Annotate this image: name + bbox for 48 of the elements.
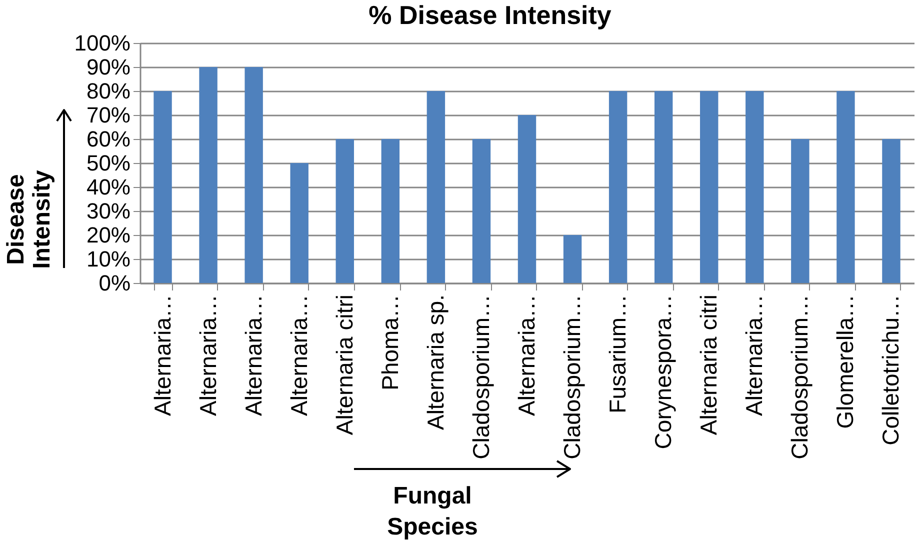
- x-tick-label: Alternaria…: [149, 294, 176, 416]
- x-tick-label: Fusarium…: [604, 294, 631, 414]
- x-tick-label: Corynespora…: [650, 294, 676, 450]
- bar: [700, 91, 718, 283]
- chart-title: % Disease Intensity: [368, 0, 612, 30]
- bar: [882, 139, 900, 283]
- x-tick-label: Colletotrichu…: [878, 294, 904, 446]
- bar: [791, 139, 810, 283]
- y-tick-label: 50%: [86, 150, 130, 176]
- y-tick-label: 80%: [86, 78, 130, 104]
- x-tick-label: Cladosporium…: [468, 294, 494, 460]
- bar: [518, 115, 536, 283]
- y-tick-label: 100%: [74, 30, 130, 56]
- bar: [381, 139, 400, 283]
- x-tick-label: Alternaria citri: [696, 294, 722, 436]
- y-tick-label: 10%: [86, 246, 130, 272]
- y-tick-label: 30%: [86, 198, 130, 224]
- bar: [608, 91, 628, 283]
- bar: [154, 91, 172, 283]
- x-tick-label: Glomerella…: [832, 294, 858, 429]
- bar: [563, 235, 582, 283]
- bar: [746, 91, 764, 283]
- x-tick-label: Alternaria…: [286, 294, 312, 416]
- x-tick-label: Alternaria citri: [331, 294, 358, 436]
- x-tick-label: Alternaria…: [514, 294, 540, 416]
- y-tick-label: 60%: [86, 126, 130, 152]
- y-tick-label: 20%: [86, 222, 130, 248]
- y-tick-label: 70%: [86, 102, 130, 128]
- x-tick-label: Phoma…: [376, 294, 403, 390]
- x-tick-label: Alternaria…: [240, 294, 266, 416]
- bar: [472, 139, 491, 283]
- x-tick-label: Alternaria…: [741, 294, 768, 416]
- y-axis-title: Disease Intensity: [2, 170, 56, 269]
- bar: [836, 91, 855, 283]
- y-tick-label: 90%: [86, 54, 130, 80]
- y-tick-label: 40%: [86, 174, 130, 200]
- bar: [244, 67, 263, 283]
- x-tick-label: Cladosporium…: [559, 294, 586, 460]
- x-axis-title: Fungal Species: [387, 482, 478, 540]
- bar: [654, 91, 673, 283]
- bar: [336, 139, 354, 283]
- bar: [290, 163, 308, 283]
- x-tick-label: Alternaria sp.: [422, 294, 448, 430]
- bar: [199, 67, 218, 283]
- x-tick-label: Alternaria…: [194, 294, 221, 416]
- bar: [426, 91, 446, 283]
- y-tick-label: 0%: [98, 270, 130, 296]
- x-tick-label: Cladosporium…: [786, 294, 813, 460]
